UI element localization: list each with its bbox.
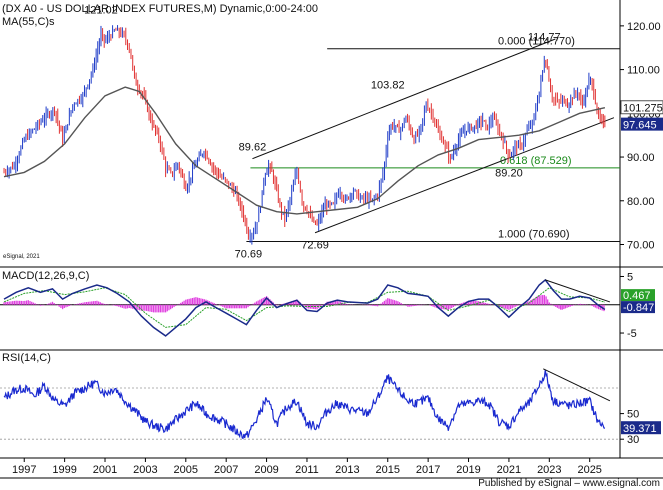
price-annotation: 72.69 bbox=[301, 240, 329, 252]
x-tick-label: 2009 bbox=[254, 464, 278, 476]
x-tick-label: 2019 bbox=[456, 464, 480, 476]
x-tick-label: 2003 bbox=[133, 464, 157, 476]
x-tick-label: 2001 bbox=[93, 464, 117, 476]
fib-label: 0.000 (114.770) bbox=[498, 36, 575, 48]
chart-title: (DX A0 - US DOLLAR INDEX FUTURES,M) Dyna… bbox=[2, 3, 318, 15]
macd-value-label: -0.847 bbox=[623, 302, 654, 314]
x-tick-label: 2005 bbox=[174, 464, 198, 476]
macd-y-axis: 5 -5 0.467-0.847 bbox=[620, 271, 655, 340]
price-value-box bbox=[621, 117, 663, 131]
x-tick-label: 2025 bbox=[577, 464, 601, 476]
watermark: eSignal, 2021 bbox=[3, 254, 40, 260]
x-tick-label: 2013 bbox=[335, 464, 359, 476]
ma-value-label: 101.275 bbox=[623, 103, 663, 115]
price-y-axis: 120.00110.00100.0090.0080.0070.00101.275… bbox=[620, 21, 663, 252]
channel-upper-line bbox=[252, 38, 556, 160]
price-tick-label: 120.00 bbox=[627, 21, 661, 33]
rsi-grid bbox=[0, 387, 620, 440]
x-tick-label: 2011 bbox=[295, 464, 319, 476]
macd-tick-label: 5 bbox=[627, 271, 633, 283]
price-annotation: 89.20 bbox=[495, 168, 523, 180]
x-tick-label: 2023 bbox=[537, 464, 561, 476]
price-tick-label: 90.00 bbox=[627, 152, 655, 164]
macd-lines bbox=[3, 278, 611, 337]
macd-histogram bbox=[0, 294, 620, 313]
price-annotation: 89.62 bbox=[239, 142, 267, 154]
macd-tick-label: -5 bbox=[627, 328, 637, 340]
macd-value-box bbox=[621, 301, 655, 314]
price-panel: 0.000 (114.770) 0.618 (87.529) 1.000 (70.6… bbox=[2, 3, 663, 260]
footer-credit: Published by eSignal – www.esignal.com bbox=[478, 478, 660, 489]
fib-label: 1.000 (70.690) bbox=[498, 228, 570, 240]
x-tick-label: 1999 bbox=[52, 464, 76, 476]
price-channel bbox=[252, 38, 615, 234]
channel-lower-line bbox=[314, 117, 615, 234]
rsi-title: RSI(14,C) bbox=[2, 352, 51, 364]
price-annotation: 70.69 bbox=[235, 248, 263, 260]
price-tick-label: 110.00 bbox=[627, 65, 660, 77]
rsi-trendline bbox=[543, 368, 611, 402]
price-value-label: 97.645 bbox=[623, 120, 657, 132]
rsi-lines bbox=[3, 368, 611, 440]
rsi-value-label: 39.371 bbox=[623, 423, 657, 435]
rsi-tick-label: 30 bbox=[627, 434, 639, 446]
x-tick-label: 2015 bbox=[376, 464, 400, 476]
ma55-path bbox=[3, 86, 606, 215]
x-tick-label: 2021 bbox=[497, 464, 521, 476]
price-annotations: 121.02 70.69 89.62 72.69 103.82 89.20 114.77 bbox=[84, 4, 561, 260]
price-annotation: 121.02 bbox=[84, 4, 118, 16]
fib-levels: 0.000 (114.770) 0.618 (87.529) 1.000 (70.6… bbox=[246, 36, 620, 242]
price-bars bbox=[3, 25, 606, 245]
price-annotation: 103.82 bbox=[371, 80, 405, 92]
x-axis: 1997 1999 2001 2003 2005 2007 2009 2011 2013 2015… bbox=[12, 458, 602, 476]
price-tick-label: 70.00 bbox=[627, 240, 655, 252]
macd-line bbox=[3, 278, 606, 337]
macd-signal-value-box bbox=[621, 289, 655, 302]
rsi-tick-label: 50 bbox=[627, 409, 639, 421]
macd-panel: 5 -5 0.467-0.847 MACD(12,26,9,C) bbox=[0, 270, 655, 340]
rsi-value-box bbox=[621, 421, 661, 435]
ma55-line bbox=[3, 86, 606, 215]
macd-signal-value-label: 0.467 bbox=[623, 290, 651, 302]
x-tick-label: 1997 bbox=[12, 464, 36, 476]
panel-frames bbox=[0, 0, 663, 479]
macd-title: MACD(12,26,9,C) bbox=[2, 270, 89, 282]
price-tick-label: 80.00 bbox=[627, 196, 655, 208]
ma-label: MA(55,C)s bbox=[2, 16, 55, 28]
x-tick-label: 2017 bbox=[416, 464, 440, 476]
x-tick-label: 2007 bbox=[214, 464, 238, 476]
rsi-line bbox=[3, 369, 606, 440]
fib-label: 0.618 (87.529) bbox=[500, 155, 572, 167]
price-annotation: 114.77 bbox=[528, 32, 561, 44]
ma-value-box bbox=[620, 100, 663, 115]
macd-trendline bbox=[545, 279, 611, 303]
